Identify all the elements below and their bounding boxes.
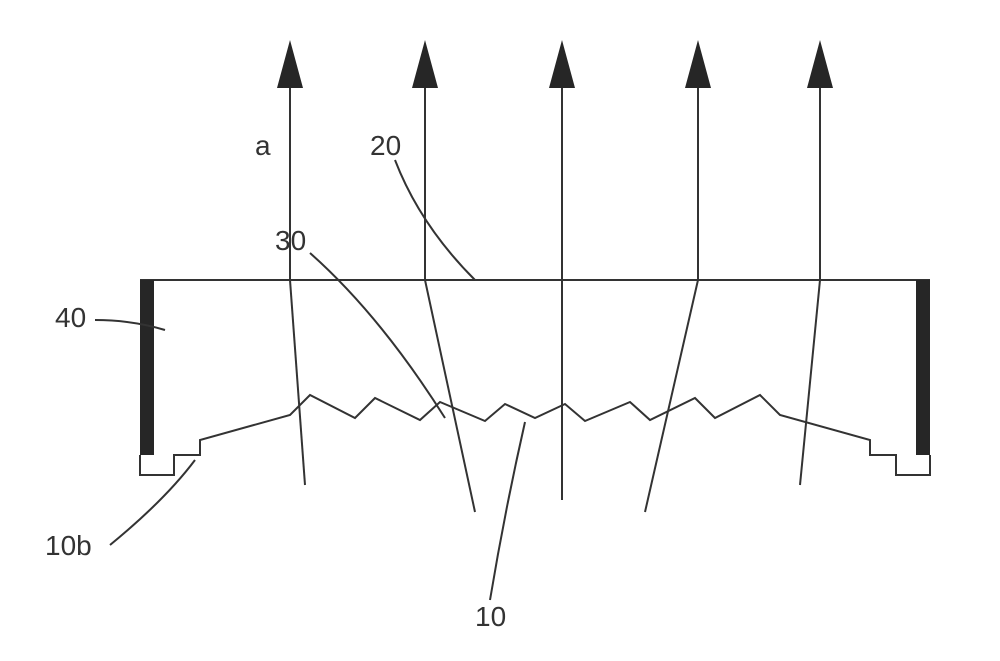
label-n10: 10 xyxy=(475,601,506,632)
label-a: a xyxy=(255,130,271,161)
ray-arrowhead-3 xyxy=(685,40,711,88)
ray-inside-1 xyxy=(425,280,475,512)
leader-n10 xyxy=(490,422,525,600)
label-n40: 40 xyxy=(55,302,86,333)
ray-inside-4 xyxy=(800,280,820,485)
leader-n20 xyxy=(395,160,475,280)
ray-inside-0 xyxy=(290,280,305,485)
device-bottom-profile xyxy=(140,395,930,475)
label-n30: 30 xyxy=(275,225,306,256)
label-n20: 20 xyxy=(370,130,401,161)
ray-arrowhead-0 xyxy=(277,40,303,88)
side-bar-left xyxy=(140,280,154,455)
leader-n10b xyxy=(110,460,195,545)
label-n10b: 10b xyxy=(45,530,92,561)
ray-arrowhead-4 xyxy=(807,40,833,88)
side-bar-right xyxy=(916,280,930,455)
ray-inside-3 xyxy=(645,280,698,512)
leader-n40 xyxy=(95,320,165,330)
ray-arrowhead-2 xyxy=(549,40,575,88)
ray-arrowhead-1 xyxy=(412,40,438,88)
